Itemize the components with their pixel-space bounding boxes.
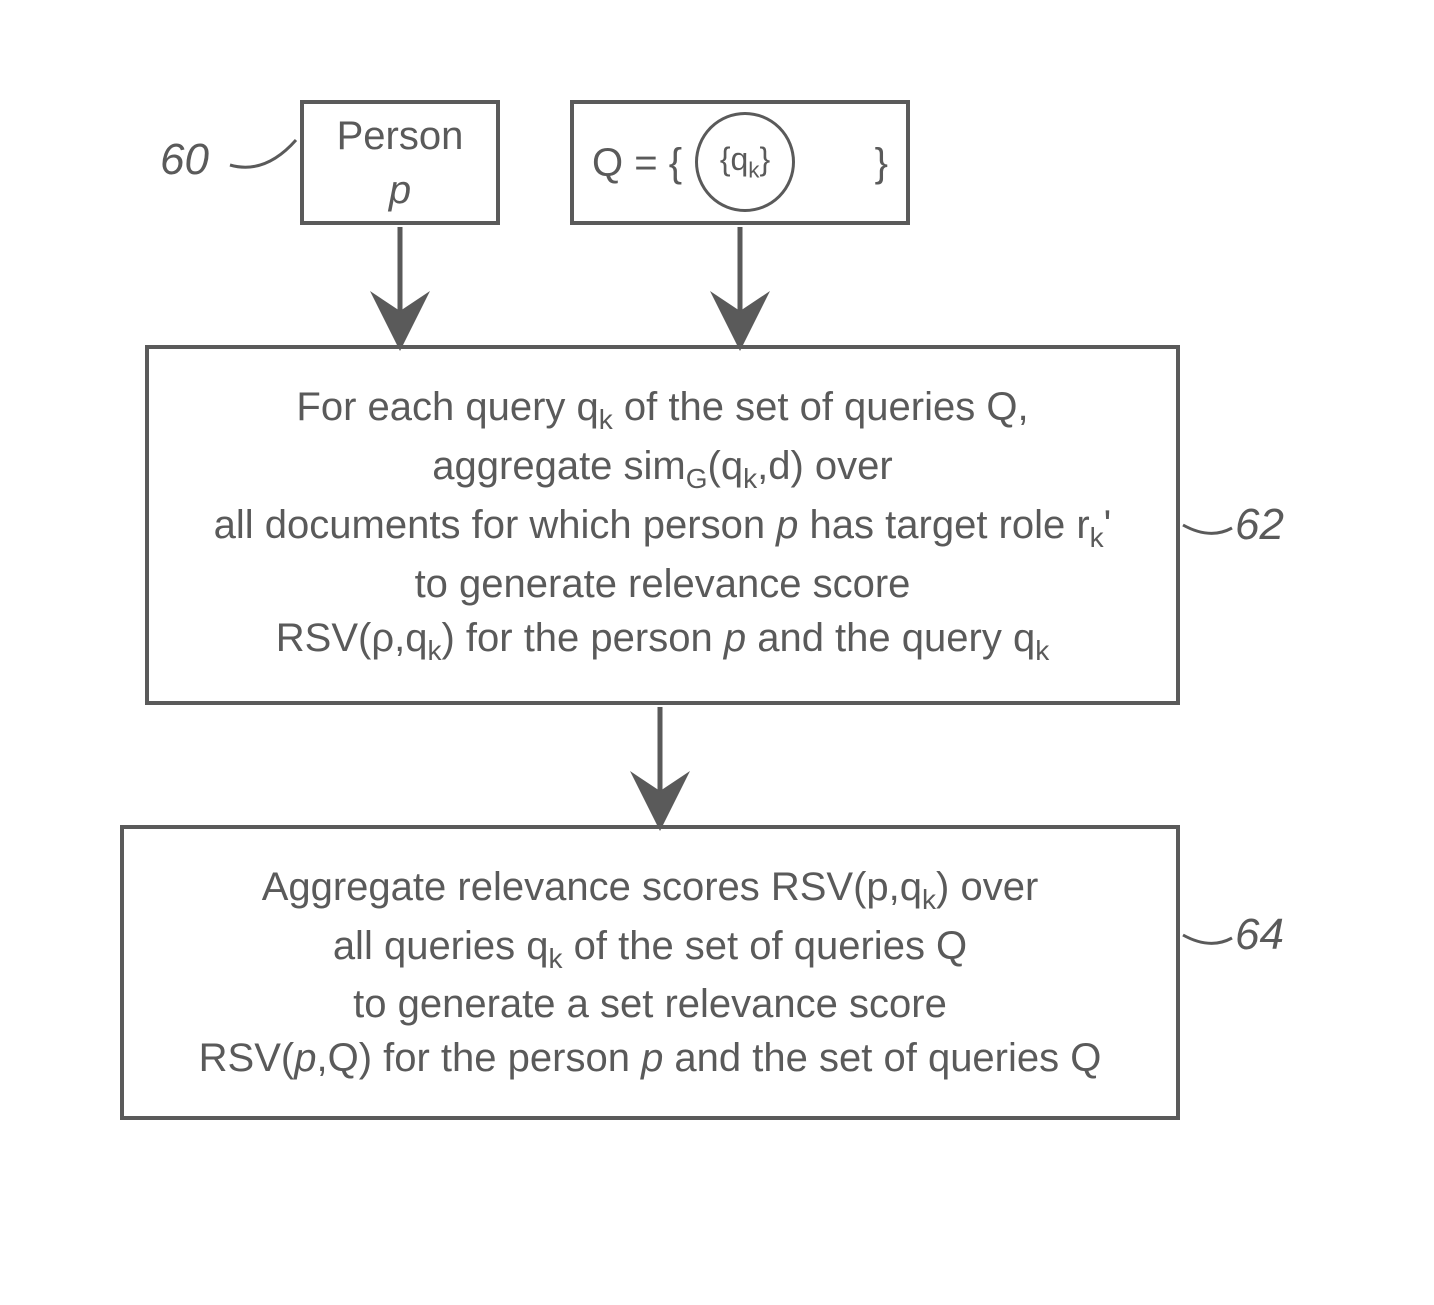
flowchart-canvas: 60 62 64 Person p Q = { } {qk} For each … [0,0,1434,1305]
arrow-62-to-64 [0,0,1434,1305]
